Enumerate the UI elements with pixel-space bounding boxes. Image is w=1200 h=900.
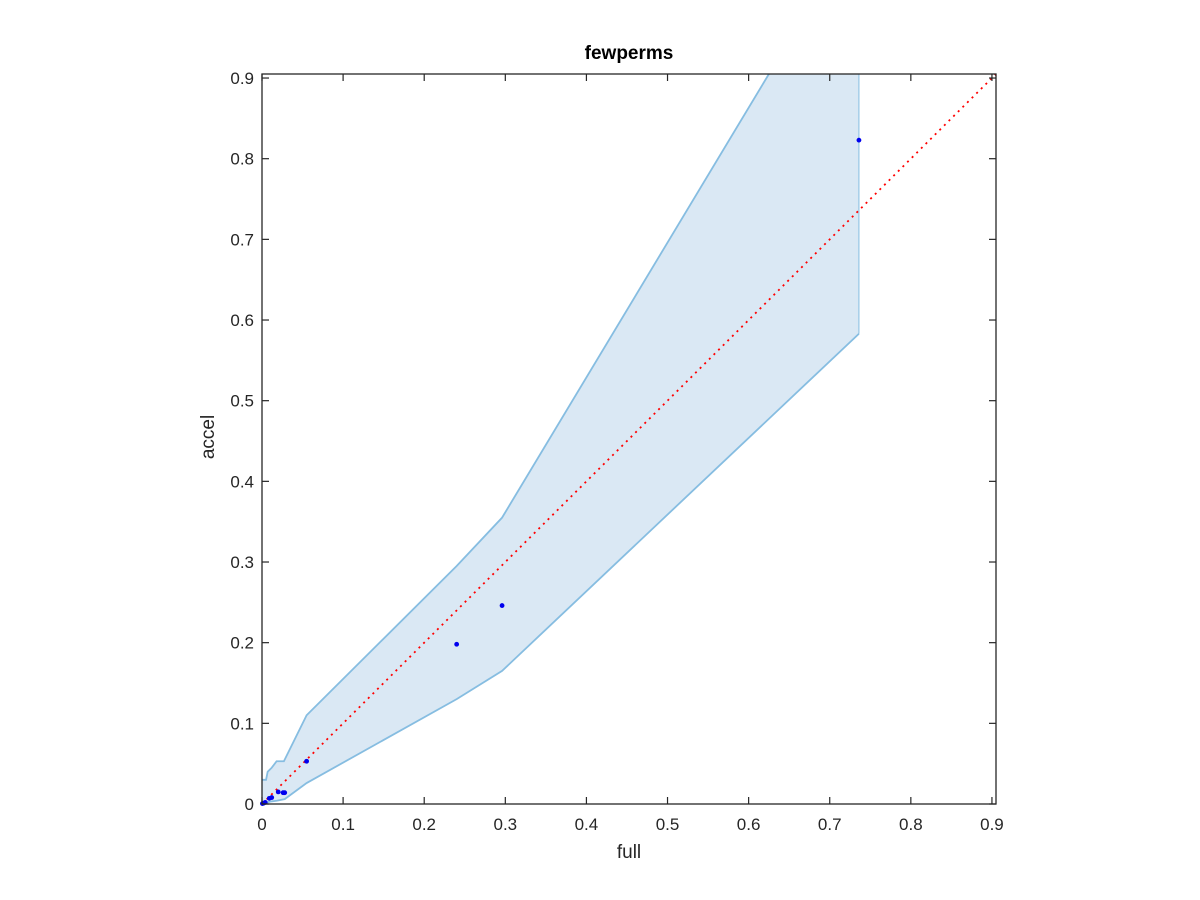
y-tick-label: 0.5 xyxy=(230,392,254,411)
band-lower-edge xyxy=(262,333,860,804)
data-point xyxy=(269,795,275,800)
x-tick-label: 0.3 xyxy=(493,815,517,834)
axes xyxy=(261,73,997,805)
band-upper-edge xyxy=(262,74,770,781)
x-tick-label: 0.5 xyxy=(656,815,680,834)
y-tick-label: 0 xyxy=(245,795,254,814)
x-tick-label: 0.6 xyxy=(737,815,761,834)
data-point xyxy=(304,758,310,764)
y-tick-label: 0.4 xyxy=(230,472,254,491)
y-tick-label: 0.6 xyxy=(230,311,254,330)
x-tick-label: 0.4 xyxy=(575,815,599,834)
data-point xyxy=(499,603,505,608)
confidence-band xyxy=(262,74,860,804)
data-point xyxy=(856,137,862,143)
y-tick-label: 0.3 xyxy=(230,553,254,572)
x-tick-label: 0.2 xyxy=(412,815,436,834)
y-tick-label: 0.1 xyxy=(230,714,254,733)
y-axis-label: accel xyxy=(198,415,219,459)
axis-ticks: 0 0.1 0.2 0.3 0.4 0.5 0.6 0.7 0.8 0.9 0 0.1 0.2 0.3 0.… xyxy=(230,69,1003,834)
x-tick-label: 0.1 xyxy=(331,815,355,834)
x-tick-label: 0.9 xyxy=(980,815,1004,834)
x-tick-label: 0.8 xyxy=(899,815,923,834)
x-tick-label: 0.7 xyxy=(818,815,842,834)
y-tick-label: 0.2 xyxy=(230,634,254,653)
y-tick-label: 0.8 xyxy=(230,150,254,169)
data-point xyxy=(454,641,460,647)
y-tick-label: 0.9 xyxy=(230,69,254,88)
band-fill xyxy=(262,74,859,804)
y-tick-label: 0.7 xyxy=(230,230,254,249)
data-point xyxy=(282,790,288,796)
x-axis-label: full xyxy=(617,842,641,863)
chart-title: fewperms xyxy=(585,43,674,64)
data-point xyxy=(275,789,281,795)
axes-box xyxy=(261,73,997,805)
x-tick-label: 0 xyxy=(257,815,266,834)
